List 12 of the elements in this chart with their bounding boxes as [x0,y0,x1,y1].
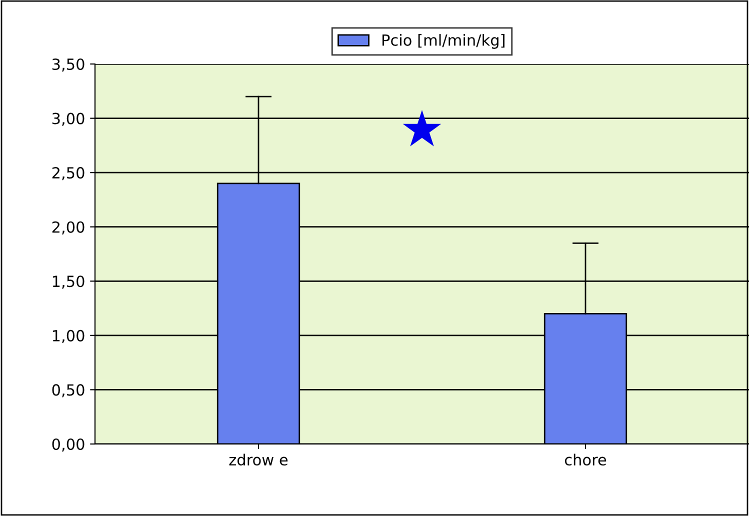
y-tick-label: 3,50 [52,58,84,72]
annotation: ★ [402,110,442,146]
y-tick-label: 2,50 [52,167,84,180]
x-tick-label: chore [564,454,606,466]
legend-label: Pcio [ml/min/kg] [382,34,504,49]
x-tick-label: zdrow e [229,454,288,466]
y-tick-label: 1,50 [52,276,84,289]
y-tick-label: 3,00 [52,112,84,126]
y-tick-label: 2,00 [52,221,84,234]
y-tick-label: 0,50 [52,384,84,398]
y-tick-label: 0,00 [52,438,84,452]
y-tick-label: 1,00 [52,330,84,344]
